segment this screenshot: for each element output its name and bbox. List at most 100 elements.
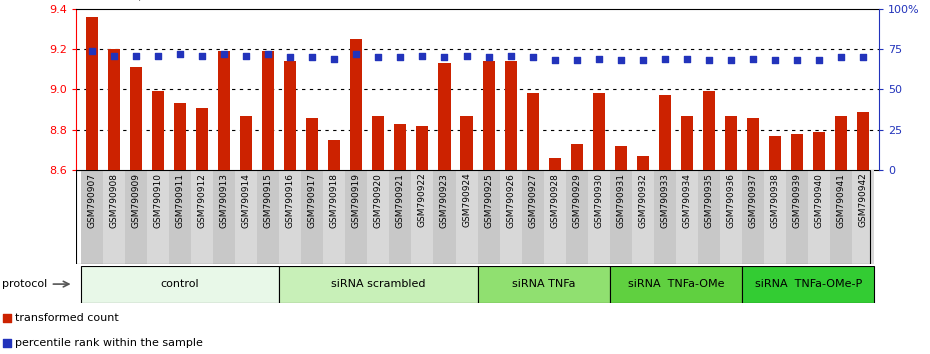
Bar — [125, 170, 147, 264]
Bar — [417, 126, 429, 170]
Text: GSM790912: GSM790912 — [197, 173, 206, 228]
Point — [172, 51, 187, 57]
Bar — [549, 158, 561, 170]
Bar — [654, 170, 676, 264]
Bar — [257, 170, 279, 264]
Bar — [129, 67, 142, 170]
Bar — [588, 170, 610, 264]
Bar — [681, 115, 693, 170]
Point — [326, 56, 341, 62]
Bar — [433, 170, 456, 264]
Bar — [571, 144, 583, 170]
Bar — [102, 170, 125, 264]
Text: siRNA scrambled: siRNA scrambled — [331, 279, 426, 289]
Bar — [544, 170, 565, 264]
Point — [305, 54, 320, 60]
Point — [128, 53, 143, 58]
Bar — [808, 170, 830, 264]
Bar — [351, 39, 363, 170]
Text: GSM790922: GSM790922 — [418, 173, 427, 228]
Point — [812, 58, 827, 63]
Bar — [676, 170, 698, 264]
Bar — [478, 170, 499, 264]
Bar — [306, 118, 318, 170]
Bar — [565, 170, 588, 264]
Bar — [853, 170, 874, 264]
Point — [260, 51, 275, 57]
Bar — [786, 170, 808, 264]
Point — [459, 53, 474, 58]
Bar — [764, 170, 786, 264]
Text: GSM790939: GSM790939 — [792, 173, 802, 228]
Bar — [720, 170, 742, 264]
Bar — [235, 170, 257, 264]
Bar — [456, 170, 478, 264]
Point — [283, 54, 298, 60]
Bar — [108, 49, 120, 170]
Bar — [240, 115, 252, 170]
Bar — [483, 61, 495, 170]
Bar — [152, 91, 164, 170]
Bar — [698, 170, 720, 264]
Text: GSM790934: GSM790934 — [683, 173, 692, 228]
Bar — [460, 115, 472, 170]
Bar — [279, 170, 301, 264]
Text: GSM790918: GSM790918 — [330, 173, 339, 228]
Point — [680, 56, 695, 62]
Bar — [505, 61, 517, 170]
Bar — [345, 170, 367, 264]
Point — [790, 58, 804, 63]
Text: GSM790938: GSM790938 — [771, 173, 779, 228]
Bar — [659, 96, 671, 170]
Text: GSM790923: GSM790923 — [440, 173, 449, 228]
Text: GSM790937: GSM790937 — [749, 173, 758, 228]
Text: GSM790941: GSM790941 — [837, 173, 846, 228]
Bar — [279, 266, 478, 303]
Point — [724, 58, 738, 63]
Text: GSM790940: GSM790940 — [815, 173, 824, 228]
Bar — [174, 103, 186, 170]
Text: GSM790942: GSM790942 — [859, 173, 868, 228]
Text: transformed count: transformed count — [15, 313, 119, 323]
Bar — [637, 156, 649, 170]
Point — [239, 53, 254, 58]
Point — [701, 58, 716, 63]
Point — [658, 56, 672, 62]
Text: siRNA  TNFa-OMe: siRNA TNFa-OMe — [628, 279, 724, 289]
Point — [106, 53, 121, 58]
Bar — [830, 170, 853, 264]
Point — [278, 2, 293, 8]
Bar — [742, 170, 764, 264]
Bar — [610, 266, 742, 303]
Point — [194, 53, 209, 58]
Text: GSM790936: GSM790936 — [726, 173, 736, 228]
Bar — [328, 140, 340, 170]
Point — [85, 48, 100, 53]
Bar — [703, 91, 715, 170]
Point — [217, 51, 232, 57]
Point — [746, 56, 761, 62]
Point — [503, 53, 518, 58]
Bar — [147, 170, 169, 264]
Point — [151, 53, 166, 58]
Text: GSM790913: GSM790913 — [219, 173, 229, 228]
Text: siRNA TNFa: siRNA TNFa — [512, 279, 576, 289]
Point — [635, 58, 650, 63]
Text: GSM790915: GSM790915 — [263, 173, 272, 228]
Bar — [835, 115, 847, 170]
Text: GSM790928: GSM790928 — [551, 173, 559, 228]
Text: GSM790933: GSM790933 — [660, 173, 670, 228]
Text: GSM790924: GSM790924 — [462, 173, 471, 228]
Bar — [813, 132, 826, 170]
Text: siRNA  TNFa-OMe-P: siRNA TNFa-OMe-P — [754, 279, 862, 289]
Text: GSM790930: GSM790930 — [594, 173, 604, 228]
Bar — [857, 112, 870, 170]
Text: control: control — [161, 279, 199, 289]
Point — [437, 54, 452, 60]
Bar — [478, 266, 610, 303]
Bar — [262, 51, 274, 170]
Text: GSM790908: GSM790908 — [109, 173, 118, 228]
Bar — [191, 170, 213, 264]
Text: GSM790911: GSM790911 — [176, 173, 184, 228]
Bar — [791, 134, 804, 170]
